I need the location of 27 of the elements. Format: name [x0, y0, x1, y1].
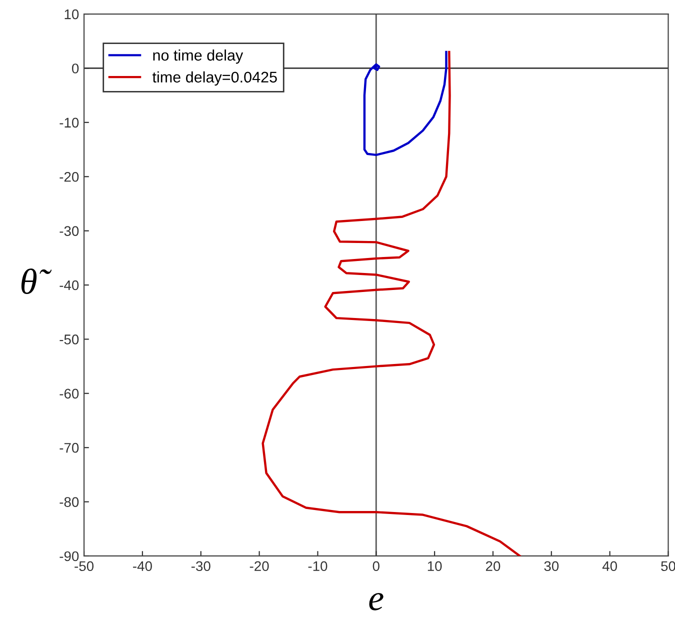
x-axis-title: e [369, 592, 384, 610]
y-tick-label: 10 [64, 9, 79, 20]
x-tick-label: -10 [308, 561, 328, 572]
x-tick-label: -40 [133, 561, 152, 572]
y-tick-label: -20 [60, 172, 79, 182]
y-tick-label: -70 [60, 442, 79, 453]
x-tick-label: 20 [486, 561, 500, 572]
x-tick-label: 40 [602, 561, 618, 572]
y-tick-label: -30 [60, 226, 79, 236]
x-tick-label: -20 [250, 561, 269, 572]
y-tick-label: -80 [60, 497, 79, 507]
y-tick-label: 0 [72, 64, 79, 74]
y-tick-label: -10 [60, 118, 79, 128]
y-tick-label: -90 [60, 551, 79, 562]
x-tick-label: 30 [544, 561, 559, 572]
y-tick-label: -40 [60, 280, 79, 290]
x-tick-label: 10 [428, 561, 442, 572]
legend-label: no time delay [153, 49, 244, 64]
x-tick-label: 50 [661, 561, 675, 572]
x-tick-label: -50 [74, 561, 94, 572]
legend-label: time delay=0.0425 [152, 71, 277, 86]
y-tick-label: -60 [60, 388, 79, 399]
line-series [363, 50, 448, 156]
y-tick-label: -50 [60, 334, 79, 344]
x-tick-label: -30 [191, 561, 210, 572]
y-axis-title: θ̃ [21, 268, 52, 294]
x-tick-label: 0 [372, 561, 380, 572]
